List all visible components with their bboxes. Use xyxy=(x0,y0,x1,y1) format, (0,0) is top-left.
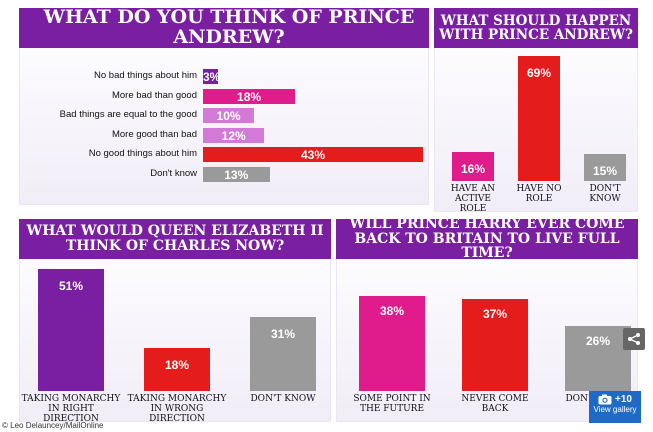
data-label: 13% xyxy=(224,167,249,182)
panel-prince-harry: WILL PRINCE HARRY EVER COME BACK TO BRIT… xyxy=(336,217,638,422)
bar xyxy=(38,269,104,391)
data-label: 15% xyxy=(592,163,618,178)
category-label: No bad things about him xyxy=(94,70,197,81)
gallery-count: +10 xyxy=(615,394,632,405)
chart-title: WHAT WOULD QUEEN ELIZABETH II THINK OF C… xyxy=(19,219,331,259)
bar xyxy=(203,69,219,84)
data-label: 37% xyxy=(482,306,508,321)
bar xyxy=(518,56,560,181)
category-label: HAVE NO ROLE xyxy=(516,184,562,204)
bar xyxy=(250,316,316,391)
data-label: 38% xyxy=(379,304,405,318)
category-label: More good than bad xyxy=(111,128,197,140)
category-label: NEVER COME BACK xyxy=(461,394,529,414)
category-label: DON'T KNOW xyxy=(589,184,621,204)
share-icon xyxy=(628,333,640,345)
data-label: 18% xyxy=(237,89,262,104)
bar xyxy=(203,166,270,182)
category-label: TAKING MONARCHY IN RIGHT DIRECTION xyxy=(21,394,121,424)
category-label: Bad things are equal to the good xyxy=(59,109,197,120)
data-label: 26% xyxy=(585,334,611,348)
category-label: DON'T KNOW xyxy=(250,394,316,404)
category-label: TAKING MONARCHY IN WRONG DIRECTION xyxy=(127,394,227,424)
bar xyxy=(203,88,296,104)
share-button[interactable] xyxy=(623,328,645,350)
view-gallery-button[interactable]: +10 View gallery xyxy=(589,391,641,423)
data-label: 51% xyxy=(58,279,84,293)
gallery-label: View gallery xyxy=(593,405,637,414)
bar xyxy=(359,296,425,391)
bar xyxy=(584,153,626,181)
data-label: 18% xyxy=(164,357,190,372)
bar xyxy=(203,108,255,123)
photo-credit: © Leo Delauncey/MailOnline xyxy=(2,421,104,430)
category-label: More bad than good xyxy=(111,89,197,101)
bar xyxy=(565,326,631,391)
camera-icon xyxy=(598,394,612,405)
bar xyxy=(203,147,423,162)
bar xyxy=(462,298,528,391)
category-label: HAVE AN ACTIVE ROLE xyxy=(450,184,496,214)
category-label: SOME POINT IN THE FUTURE xyxy=(353,394,431,414)
panel-queen-charles: WHAT WOULD QUEEN ELIZABETH II THINK OF C… xyxy=(19,219,331,424)
bar xyxy=(144,347,210,391)
data-label: 31% xyxy=(270,326,296,341)
data-label: 12% xyxy=(221,128,246,143)
category-label: Don't know xyxy=(150,167,197,179)
chart-title: WILL PRINCE HARRY EVER COME BACK TO BRIT… xyxy=(336,217,638,261)
chart-title: WHAT DO YOU THINK OF PRINCE ANDREW? xyxy=(19,7,429,48)
data-label: 43% xyxy=(300,148,326,162)
data-label: 10% xyxy=(216,109,241,123)
data-label: 16% xyxy=(460,162,486,176)
bar xyxy=(452,152,494,181)
panel-prince-andrew-opinion: WHAT DO YOU THINK OF PRINCE ANDREW? No b… xyxy=(19,7,429,205)
data-label: 69% xyxy=(526,66,552,80)
data-label: 3% xyxy=(203,70,221,84)
panel-prince-andrew-future: WHAT SHOULD HAPPEN WITH PRINCE ANDREW? 1… xyxy=(434,8,638,214)
bar xyxy=(203,127,265,143)
chart-title: WHAT SHOULD HAPPEN WITH PRINCE ANDREW? xyxy=(434,8,638,48)
category-label: No good things about him xyxy=(88,148,197,159)
